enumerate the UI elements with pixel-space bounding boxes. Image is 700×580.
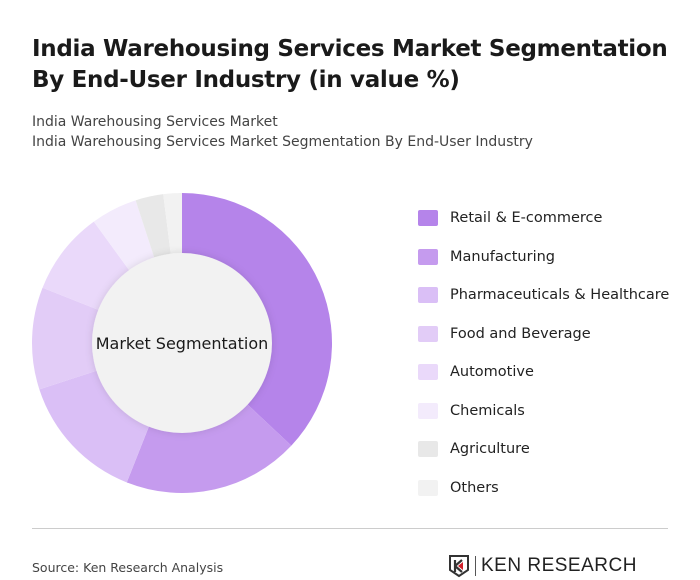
legend-label: Agriculture [450, 441, 530, 458]
subtitle-segmentation: India Warehousing Services Market Segmen… [32, 134, 533, 150]
legend-swatch [418, 287, 438, 304]
legend-label: Others [450, 479, 499, 496]
legend-swatch [418, 402, 438, 419]
legend-label: Retail & E-commerce [450, 210, 603, 227]
legend-item[interactable]: Others [418, 469, 669, 508]
legend-item[interactable]: Manufacturing [418, 238, 669, 277]
center-label: Market Segmentation [96, 334, 269, 353]
logo-separator [475, 556, 476, 576]
donut-center [92, 253, 272, 433]
legend-swatch [418, 479, 438, 496]
donut-chart: Market Segmentation [31, 193, 333, 493]
ken-research-logo: KEN RESEARCH [448, 554, 637, 578]
logo-text: KEN RESEARCH [481, 555, 637, 576]
legend-item[interactable]: Retail & E-commerce [418, 199, 669, 238]
subtitle-market: India Warehousing Services Market [32, 114, 278, 130]
ken-research-logo-icon [449, 555, 469, 578]
legend-item[interactable]: Agriculture [418, 430, 669, 469]
legend-item[interactable]: Pharmaceuticals & Healthcare [418, 276, 669, 315]
legend-label: Manufacturing [450, 248, 555, 265]
divider [32, 528, 668, 529]
legend-swatch [418, 364, 438, 381]
legend-swatch [418, 325, 438, 342]
legend-swatch [418, 248, 438, 265]
legend-item[interactable]: Automotive [418, 353, 669, 392]
legend-label: Food and Beverage [450, 325, 591, 342]
chart-title: India Warehousing Services Market Segmen… [32, 36, 668, 93]
legend: Retail & E-commerce Manufacturing Pharmace… [418, 199, 669, 507]
legend-item[interactable]: Food and Beverage [418, 315, 669, 354]
legend-label: Automotive [450, 364, 534, 381]
legend-item[interactable]: Chemicals [418, 392, 669, 431]
source-note: Source: Ken Research Analysis [32, 560, 224, 575]
legend-swatch [418, 210, 438, 227]
legend-swatch [418, 441, 438, 458]
legend-label: Pharmaceuticals & Healthcare [450, 287, 670, 304]
legend-label: Chemicals [450, 402, 525, 419]
